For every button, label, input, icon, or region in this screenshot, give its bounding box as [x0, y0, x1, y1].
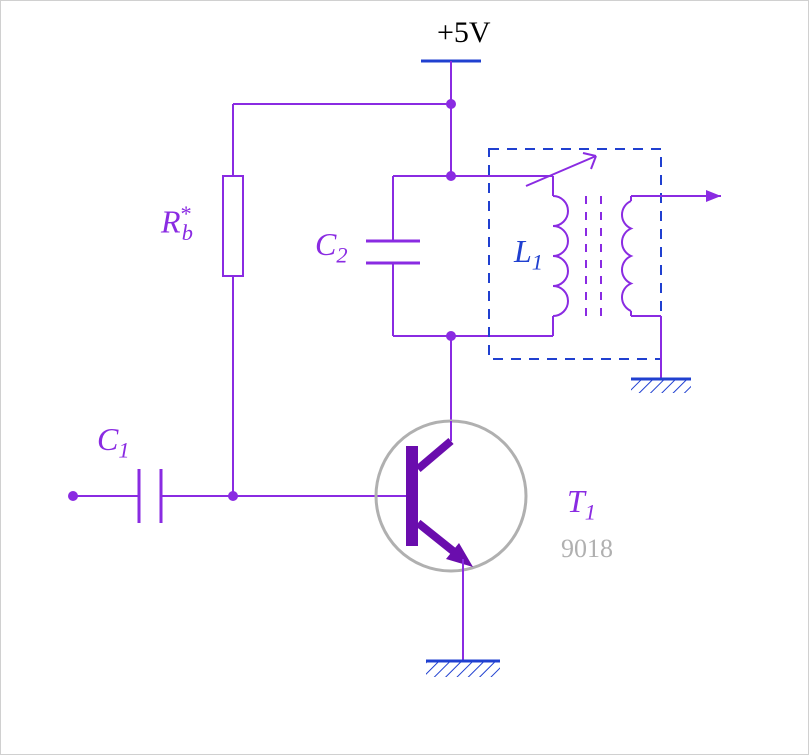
node-base — [228, 491, 238, 501]
capacitor-c2 — [366, 176, 420, 336]
label-c1: C1 — [97, 421, 130, 463]
supply-rail — [421, 61, 481, 104]
capacitor-c1 — [139, 469, 161, 523]
ground-secondary — [631, 379, 691, 393]
label-t1: T1 — [567, 483, 596, 525]
label-t1-part: 9018 — [561, 534, 613, 564]
input-port — [68, 491, 139, 501]
label-rb: R*b — [161, 201, 193, 246]
label-c2: C2 — [315, 226, 348, 268]
label-supply: +5V — [437, 16, 491, 50]
ground-emitter — [426, 661, 500, 677]
label-l1: L1 — [514, 233, 543, 275]
transistor-t1 — [376, 421, 526, 661]
schematic-canvas: +5V R*b C2 L1 C1 T1 9018 — [0, 0, 809, 755]
resistor-rb — [223, 104, 243, 496]
circuit-svg — [1, 1, 809, 756]
